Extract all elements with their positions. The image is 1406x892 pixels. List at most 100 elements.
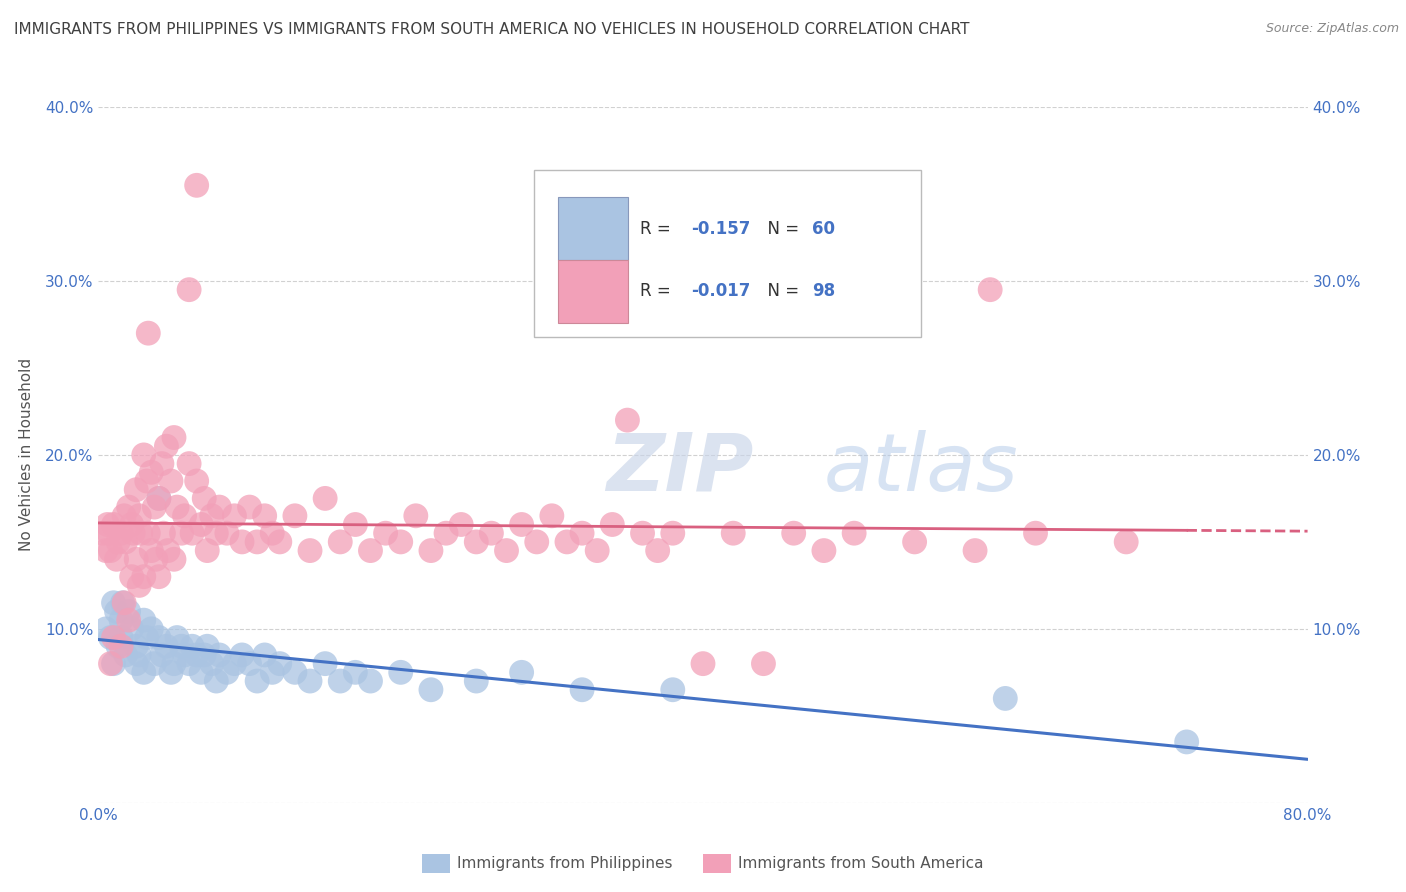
Point	[314, 491, 336, 506]
Point	[1175, 735, 1198, 749]
Point	[495, 543, 517, 558]
Point	[121, 570, 143, 584]
Point	[179, 657, 201, 671]
Point	[152, 526, 174, 541]
Point	[224, 508, 246, 523]
Point	[132, 448, 155, 462]
Point	[148, 570, 170, 584]
Point	[129, 526, 152, 541]
FancyBboxPatch shape	[558, 197, 628, 260]
Point	[465, 534, 488, 549]
Point	[253, 648, 276, 662]
Point	[616, 413, 638, 427]
Point	[163, 552, 186, 566]
Point	[121, 517, 143, 532]
Text: atlas: atlas	[824, 430, 1019, 508]
Point	[510, 517, 533, 532]
Text: R =: R =	[640, 283, 676, 301]
Point	[631, 526, 654, 541]
Point	[98, 526, 121, 541]
Point	[111, 596, 134, 610]
Point	[195, 543, 218, 558]
Point	[103, 657, 125, 671]
Point	[555, 534, 578, 549]
Point	[269, 657, 291, 671]
Point	[155, 439, 177, 453]
Point	[193, 648, 215, 662]
Point	[246, 534, 269, 549]
Point	[128, 578, 150, 592]
Point	[166, 631, 188, 645]
Point	[262, 526, 284, 541]
Point	[150, 648, 173, 662]
Point	[360, 543, 382, 558]
Point	[112, 508, 135, 523]
Point	[105, 552, 128, 566]
Point	[166, 500, 188, 514]
Point	[1115, 534, 1137, 549]
Point	[224, 657, 246, 671]
Point	[179, 457, 201, 471]
Point	[125, 657, 148, 671]
Point	[170, 639, 193, 653]
Point	[526, 534, 548, 549]
Point	[110, 526, 132, 541]
Point	[752, 657, 775, 671]
Text: 60: 60	[811, 219, 835, 238]
Point	[181, 639, 204, 653]
Point	[132, 665, 155, 680]
Point	[107, 639, 129, 653]
Point	[571, 526, 593, 541]
Point	[420, 682, 443, 697]
Point	[112, 596, 135, 610]
Point	[481, 526, 503, 541]
FancyBboxPatch shape	[534, 169, 921, 336]
Point	[186, 474, 208, 488]
Point	[141, 543, 163, 558]
Point	[148, 491, 170, 506]
Point	[110, 631, 132, 645]
Point	[96, 517, 118, 532]
Point	[602, 517, 624, 532]
Point	[135, 474, 157, 488]
Point	[692, 657, 714, 671]
Point	[148, 631, 170, 645]
Point	[262, 665, 284, 680]
Y-axis label: No Vehicles in Household: No Vehicles in Household	[18, 359, 34, 551]
Point	[215, 526, 238, 541]
Point	[965, 543, 987, 558]
Point	[170, 526, 193, 541]
Point	[91, 526, 114, 541]
Point	[201, 657, 224, 671]
Point	[110, 639, 132, 653]
Point	[100, 631, 122, 645]
Point	[114, 534, 136, 549]
Point	[173, 508, 195, 523]
Point	[813, 543, 835, 558]
Text: R =: R =	[640, 219, 676, 238]
Point	[201, 508, 224, 523]
Point	[284, 508, 307, 523]
Point	[173, 648, 195, 662]
Text: N =: N =	[758, 219, 804, 238]
Point	[405, 508, 427, 523]
Point	[783, 526, 806, 541]
Point	[121, 622, 143, 636]
Point	[186, 648, 208, 662]
Point	[510, 665, 533, 680]
Point	[103, 596, 125, 610]
Point	[231, 534, 253, 549]
Point	[231, 648, 253, 662]
Point	[205, 526, 228, 541]
Point	[163, 431, 186, 445]
Point	[103, 517, 125, 532]
Text: -0.157: -0.157	[690, 219, 751, 238]
Point	[114, 648, 136, 662]
Point	[125, 552, 148, 566]
Point	[125, 483, 148, 497]
Point	[269, 534, 291, 549]
Point	[246, 674, 269, 689]
Point	[208, 648, 231, 662]
Point	[148, 491, 170, 506]
Point	[904, 534, 927, 549]
